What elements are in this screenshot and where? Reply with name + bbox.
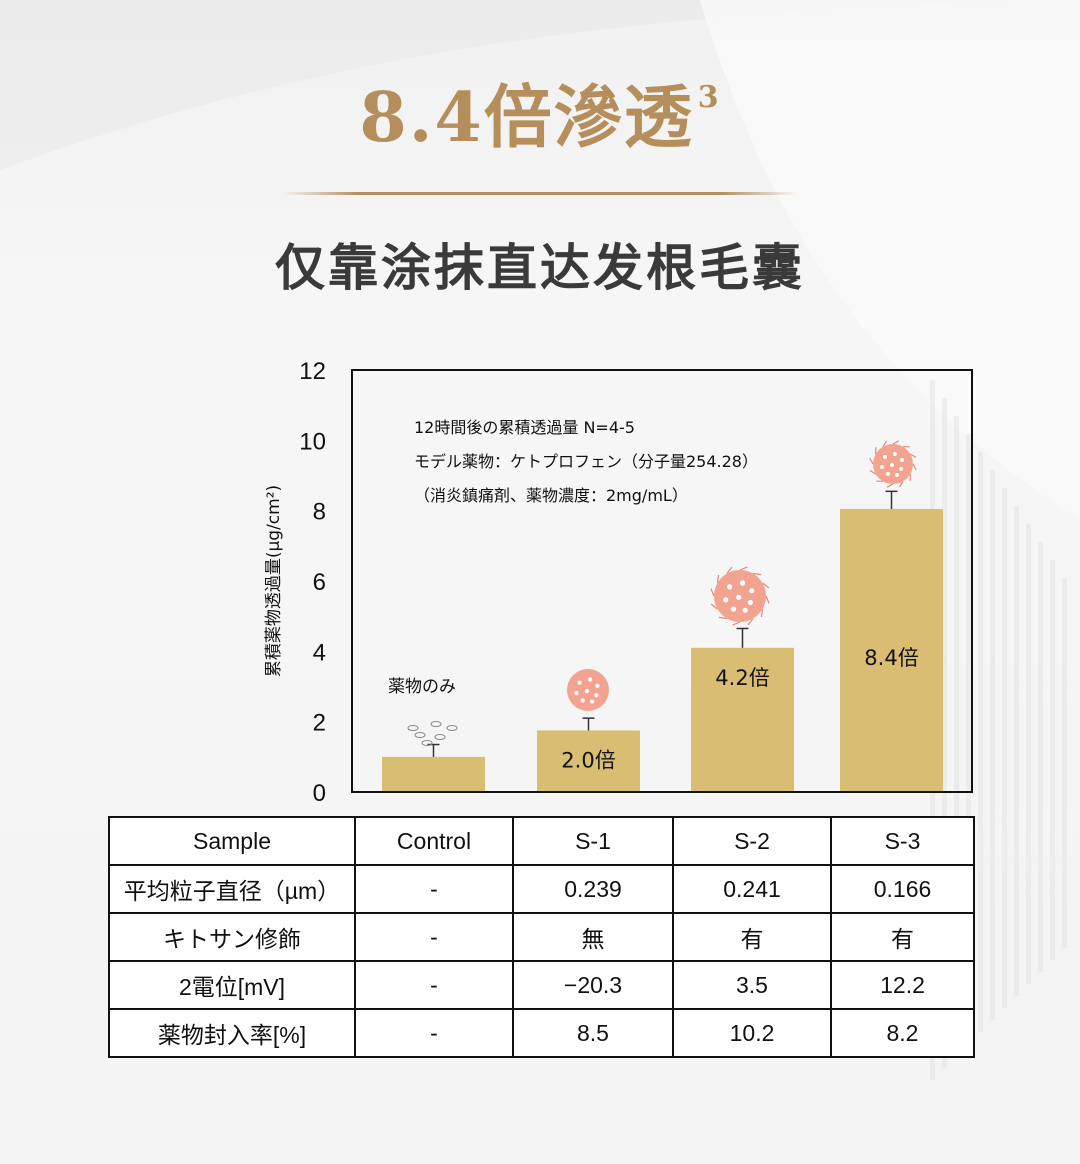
table-cell: 有 [830,912,975,962]
table-cell: - [354,1008,514,1058]
row-label-cell: Sample [108,816,356,866]
table-row: キトサン修飾 - 無有有 [108,912,975,962]
plot-frame [351,369,973,793]
drug-molecule-icon [414,732,426,738]
row-label-cell: 薬物封入率[%] [108,1008,356,1058]
bar-label: 4.2倍 [715,666,769,690]
row-label-cell: キトサン修飾 [108,912,356,962]
table-cell: −20.3 [512,960,674,1010]
chart-annotation: （消炎鎮痛剤、薬物濃度：2mg/mL） [414,486,688,505]
y-tick-label: 12 [299,358,326,385]
bar-s-3 [840,508,943,791]
y-axis-label: 累積薬物透過量(µg/cm²) [264,485,284,677]
table-cell: 8.5 [512,1008,674,1058]
table-row: 平均粒子直径（µm） -0.239 0.241 0.166 [108,864,975,914]
bar-label: 2.0倍 [561,748,615,772]
row-label-cell: 平均粒子直径（µm） [108,864,356,914]
chart-annotation: モデル薬物：ケトプロフェン（分子量254.28） [414,452,758,471]
table-cell: 有 [672,912,832,962]
table-row: 薬物封入率[%] -8.5 10.2 8.2 [108,1008,975,1058]
table-cell: S-3 [830,816,975,866]
chart-annotation: 12時間後の累積透過量 N=4-5 [414,418,635,437]
table-cell: 8.2 [830,1008,975,1058]
bar-label: 8.4倍 [864,646,918,670]
table-header-row: Sample Control S-1 S-2 S-3 [108,816,975,866]
y-tick-label: 6 [313,569,326,596]
y-tick-label: 4 [313,639,326,666]
row-label-cell: 2電位[mV] [108,960,356,1010]
table-cell: 10.2 [672,1008,832,1058]
stripe [990,470,995,1020]
drug-molecule-icon [407,725,419,731]
table-cell: S-1 [512,816,674,866]
y-tick-label: 0 [313,780,326,807]
table-cell: S-2 [672,816,832,866]
bar-s-2 [691,647,794,791]
stripe [978,452,983,1032]
y-tick-label: 8 [313,499,326,526]
nanoparticle-icon [710,566,770,626]
table-cell: 3.5 [672,960,832,1010]
stripe [942,398,947,1068]
table-cell: - [354,864,514,914]
headline-divider [282,192,798,195]
drug-molecule-icon [446,725,458,731]
table-cell: 0.166 [830,864,975,914]
stripe [1014,506,1019,996]
stripe [1050,560,1055,960]
headline: 8.4倍滲透 3 [0,62,1080,161]
headline-footnote-mark: 3 [697,80,721,116]
y-tick-label: 10 [299,428,326,455]
subheadline: 仅靠涂抹直达发根毛囊 [275,238,805,297]
stripe [1002,488,1007,1008]
bar-s-1 [537,730,640,791]
stripe [1026,524,1031,984]
table-cell: 0.241 [672,864,832,914]
table-row: 2電位[mV] - −20.3 3.5 12.2 [108,960,975,1010]
nanoparticle-icon [869,440,917,488]
table-cell: 無 [512,912,674,962]
table-cell: - [354,912,514,962]
table-cell: - [354,960,514,1010]
drug-molecule-icon [434,734,446,740]
sample-table: Sample Control S-1 S-2 S-3 平均粒子直径（µm） -0.239 0.… [108,816,975,1058]
table-cell: 12.2 [830,960,975,1010]
stripe [954,416,959,1056]
table-cell: Control [354,816,514,866]
drug-molecule-icon [430,721,442,727]
table-cell: 0.239 [512,864,674,914]
nanoparticle-icon [567,669,609,711]
control-annotation: 薬物のみ [388,677,456,697]
drug-molecule-icon [421,740,433,746]
bar-control [382,756,485,791]
stripe [1062,578,1067,948]
y-tick-label: 2 [313,710,326,737]
stripe [966,434,971,1044]
headline-text: 8.4倍滲透 [359,78,694,158]
stripe [1038,542,1043,972]
